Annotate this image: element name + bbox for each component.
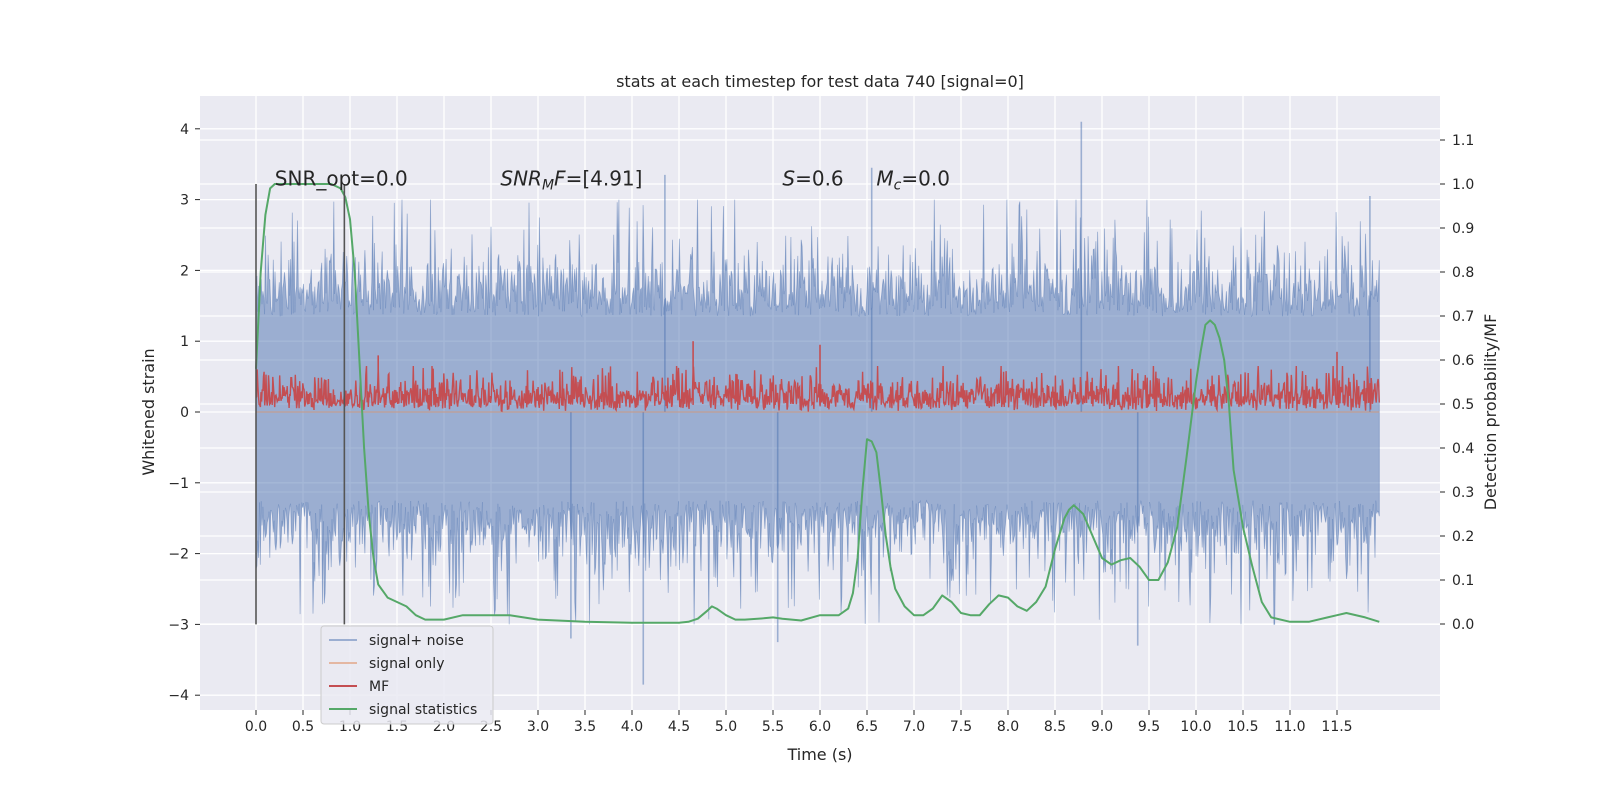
annotation-s: S=0.6 <box>782 166 843 190</box>
legend-label-1: signal only <box>369 656 444 672</box>
window-lines <box>255 184 346 625</box>
y-right-tick-label-10: 1.0 <box>1452 177 1474 193</box>
legend-label-2: MF <box>369 679 389 695</box>
y-right-tick-label-0: 0.0 <box>1452 617 1474 633</box>
x-tick-label-11: 5.5 <box>762 719 784 735</box>
legend-label-0: signal+ noise <box>369 633 464 649</box>
y-right-tick-label-7: 0.7 <box>1452 309 1474 325</box>
x-tick-label-21: 10.5 <box>1227 719 1258 735</box>
y-right-tick-label-2: 0.2 <box>1452 529 1474 545</box>
x-tick-label-10: 5.0 <box>715 719 737 735</box>
annotation-mc: Mc=0.0 <box>876 166 950 193</box>
annotation-snr-mf: SNRMF=[4.91] <box>500 166 642 193</box>
x-tick-label-0: 0.0 <box>245 719 267 735</box>
y-right-tick-label-1: 0.1 <box>1452 573 1474 589</box>
y-tick-label-7: 3 <box>180 193 189 209</box>
legend-box <box>320 625 494 725</box>
y-right-tick-label-8: 0.8 <box>1452 265 1474 281</box>
y-tick-label-4: 0 <box>180 405 189 421</box>
y-right-tick-label-3: 0.3 <box>1452 485 1474 501</box>
chart-title: stats at each timestep for test data 740… <box>616 72 1024 91</box>
annotations: SNR_opt=0.0 SNRMF=[4.91] S=0.6 Mc=0.0 <box>275 166 950 193</box>
x-axis-label: Time (s) <box>786 745 852 764</box>
x-tick-label-17: 8.5 <box>1044 719 1066 735</box>
x-tick-label-15: 7.5 <box>950 719 972 735</box>
x-tick-label-22: 11.0 <box>1274 719 1305 735</box>
y-tick-label-6: 2 <box>180 263 189 279</box>
x-tick-label-23: 11.5 <box>1321 719 1352 735</box>
x-tick-label-9: 4.5 <box>668 719 690 735</box>
axis-ticks: 0.0 0.5 1.0 1.5 2.0 2.5 3.0 3.5 4.0 4.5 5.0 5.5 6.0 6… <box>168 122 1474 735</box>
y-right-tick-label-5: 0.5 <box>1452 397 1474 413</box>
y-tick-label-5: 1 <box>180 334 189 350</box>
x-tick-label-19: 9.5 <box>1138 719 1160 735</box>
legend: signal+ noise signal only MF signal statist… <box>320 625 494 725</box>
y-tick-label-0: −4 <box>168 688 189 704</box>
x-tick-label-14: 7.0 <box>903 719 925 735</box>
x-tick-label-6: 3.0 <box>527 719 549 735</box>
y-right-tick-label-6: 0.6 <box>1452 353 1474 369</box>
y-tick-label-2: −2 <box>168 547 189 563</box>
y-right-tick-label-4: 0.4 <box>1452 441 1474 457</box>
y-right-tick-label-9: 0.9 <box>1452 221 1474 237</box>
legend-label-3: signal statistics <box>369 702 477 718</box>
x-tick-label-16: 8.0 <box>997 719 1019 735</box>
x-tick-label-18: 9.0 <box>1091 719 1113 735</box>
y-tick-label-8: 4 <box>180 122 189 138</box>
x-tick-label-8: 4.0 <box>621 719 643 735</box>
y-axis-label: Whitened strain <box>139 348 158 475</box>
y-tick-label-3: −1 <box>168 476 189 492</box>
y-axis-right-label: Detection probability/MF <box>1481 314 1500 511</box>
y-right-tick-label-11: 1.1 <box>1452 133 1474 149</box>
series-signal-statistics <box>255 183 1380 624</box>
series-layer <box>255 121 1380 685</box>
x-tick-label-20: 10.0 <box>1180 719 1211 735</box>
annotation-snr-opt: SNR_opt=0.0 <box>275 166 408 190</box>
x-tick-label-7: 3.5 <box>574 719 596 735</box>
y-tick-label-1: −3 <box>168 617 189 633</box>
x-tick-label-13: 6.5 <box>856 719 878 735</box>
x-tick-label-12: 6.0 <box>809 719 831 735</box>
x-tick-label-1: 0.5 <box>292 719 314 735</box>
series-mf <box>255 365 1380 413</box>
